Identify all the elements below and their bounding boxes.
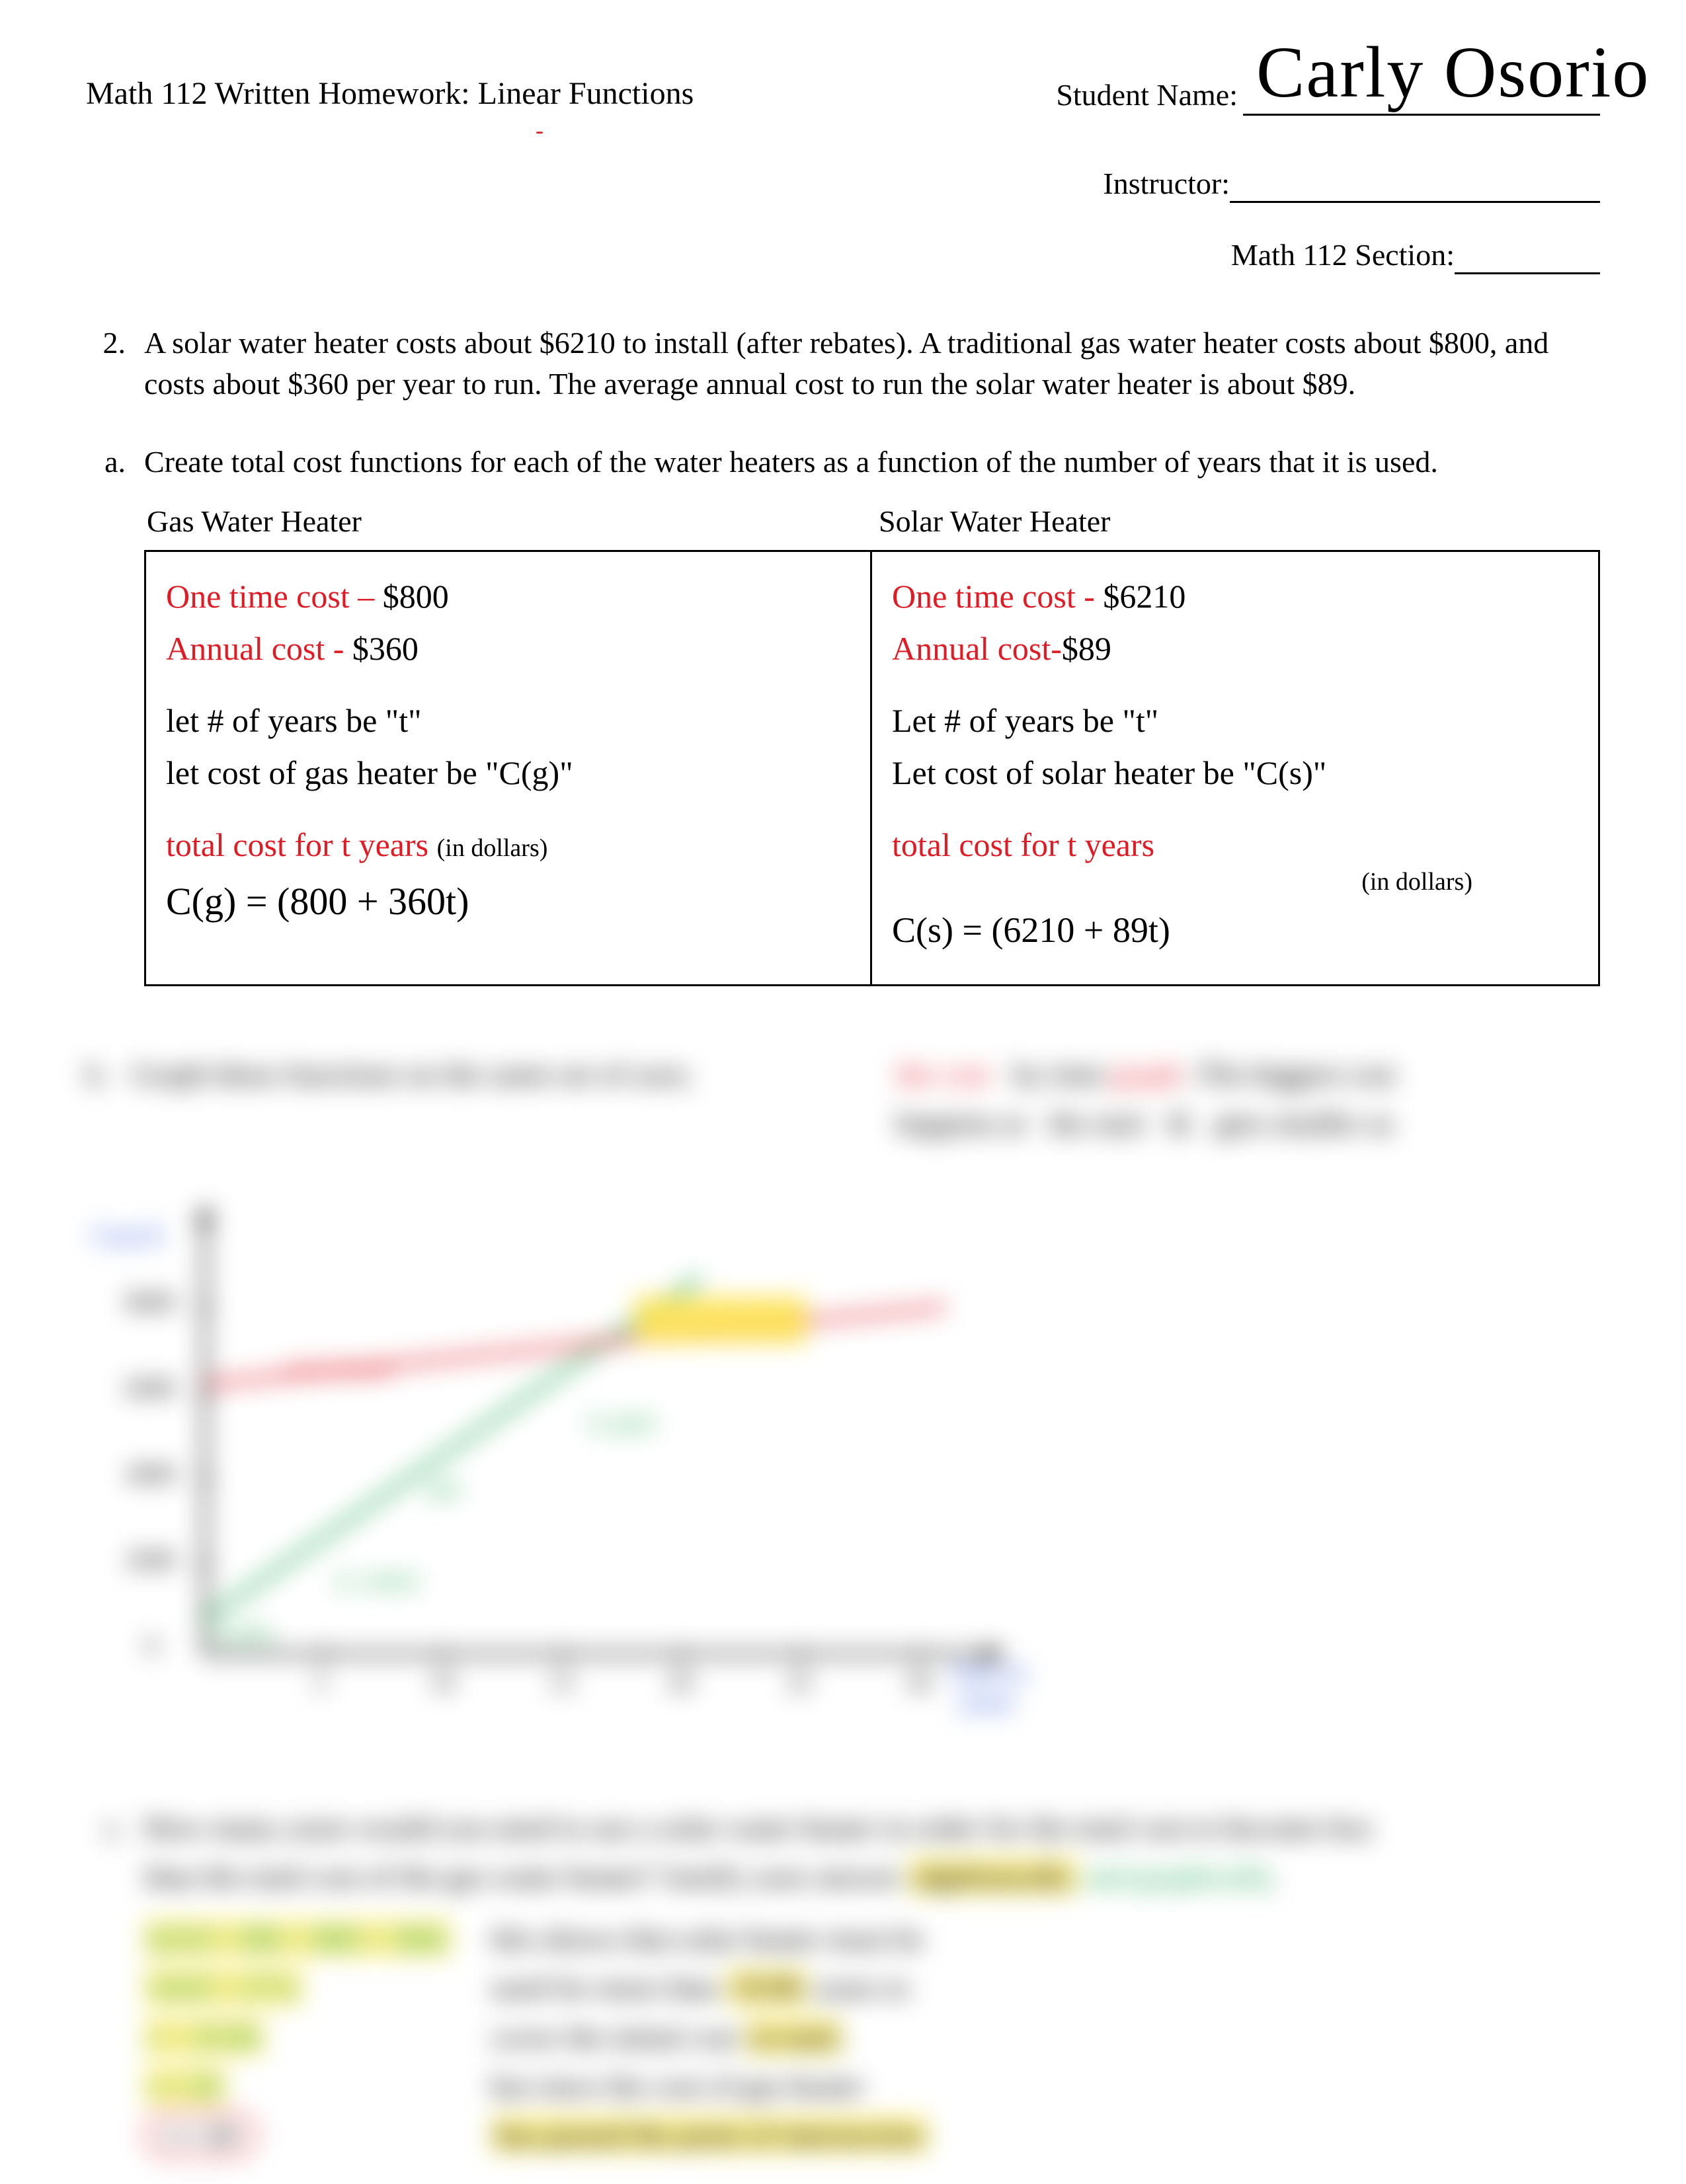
svg-text:8000: 8000 xyxy=(126,1288,176,1316)
solar-line-2: Annual cost-$89 xyxy=(892,624,1578,674)
svg-text:years: years xyxy=(959,1686,1014,1716)
svg-text:10: 10 xyxy=(430,1668,455,1696)
svg-text:30: 30 xyxy=(906,1668,931,1696)
gas-column: One time cost – $800 Annual cost - $360 … xyxy=(146,552,872,984)
graph-svg: 0 2000 4000 6000 8000 xyxy=(86,1178,1078,1720)
solar-header: Solar Water Heater xyxy=(872,501,1600,542)
svg-text:gas: gas xyxy=(430,1474,462,1501)
svg-text:6000: 6000 xyxy=(126,1374,176,1402)
section-field xyxy=(1455,235,1600,274)
gas-line-5: total cost for t years (in dollars) xyxy=(166,820,850,870)
gas-line-1: One time cost – $800 xyxy=(166,572,850,621)
question-2: 2. A solar water heater costs about $621… xyxy=(86,323,1600,405)
svg-text:15: 15 xyxy=(549,1668,574,1696)
course-title: Math 112 Written Homework: Linear Functi… xyxy=(86,73,694,116)
answer-box: One time cost – $800 Annual cost - $360 … xyxy=(144,550,1600,986)
svg-text:(t, solar): (t, solar) xyxy=(337,1567,418,1593)
svg-text:(0,800): (0,800) xyxy=(215,1623,272,1645)
solar-line-1: One time cost - $6210 xyxy=(892,572,1578,621)
svg-text:20: 20 xyxy=(668,1668,693,1696)
blurred-section: b. Graph these functions on the same set… xyxy=(86,1046,1600,2164)
instructor-label: Instructor: xyxy=(1103,163,1230,204)
header-row: Math 112 Written Homework: Linear Functi… xyxy=(86,73,1600,116)
gas-header: Gas Water Heater xyxy=(144,501,872,542)
solar-line-5: total cost for t years xyxy=(892,820,1578,870)
solar-line-3: Let # of years be "t" xyxy=(892,696,1578,746)
part-a-body: Create total cost functions for each of … xyxy=(144,442,1600,986)
svg-text:Cost $: Cost $ xyxy=(93,1220,161,1250)
svg-text:(t, gas): (t, gas) xyxy=(588,1408,655,1434)
gas-line-3: let # of years be "t" xyxy=(166,696,850,746)
section-row: Math 112 Section: xyxy=(86,235,1600,276)
question-text: A solar water heater costs about $6210 t… xyxy=(144,323,1600,405)
part-a-prompt: Create total cost functions for each of … xyxy=(144,442,1600,483)
student-name-field: Carly Osorio xyxy=(1243,76,1600,116)
blurred-graph: 0 2000 4000 6000 8000 xyxy=(86,1178,1593,1773)
svg-text:5: 5 xyxy=(314,1668,327,1696)
solar-line-4: Let cost of solar heater be "C(s)" xyxy=(892,748,1578,798)
section-label: Math 112 Section: xyxy=(1231,235,1455,276)
svg-text:time in: time in xyxy=(952,1657,1026,1686)
gas-line-6: C(g) = (800 + 360t) xyxy=(166,873,850,930)
solar-line-6: C(s) = (6210 + 89t) xyxy=(892,904,1578,957)
part-a: a. Create total cost functions for each … xyxy=(86,442,1600,986)
student-name-block: Student Name: Carly Osorio xyxy=(1056,75,1600,116)
part-a-letter: a. xyxy=(86,442,126,986)
column-headers: Gas Water Heater Solar Water Heater xyxy=(144,501,1600,542)
svg-text:solar heater: solar heater xyxy=(284,1355,395,1382)
gas-line-4: let cost of gas heater be "C(g)" xyxy=(166,748,850,798)
svg-text:2000: 2000 xyxy=(126,1546,176,1574)
svg-text:0: 0 xyxy=(145,1632,158,1660)
solar-column: One time cost - $6210 Annual cost-$89 Le… xyxy=(872,552,1598,984)
svg-text:4000: 4000 xyxy=(126,1460,176,1488)
instructor-field xyxy=(1230,163,1600,203)
question-number: 2. xyxy=(86,323,126,405)
student-name-handwritten: Carly Osorio xyxy=(1256,23,1650,122)
student-name-label: Student Name: xyxy=(1056,75,1238,116)
svg-text:25: 25 xyxy=(787,1668,812,1696)
instructor-row: Instructor: xyxy=(86,163,1600,204)
page: Math 112 Written Homework: Linear Functi… xyxy=(0,0,1686,2184)
gas-line-2: Annual cost - $360 xyxy=(166,624,850,674)
